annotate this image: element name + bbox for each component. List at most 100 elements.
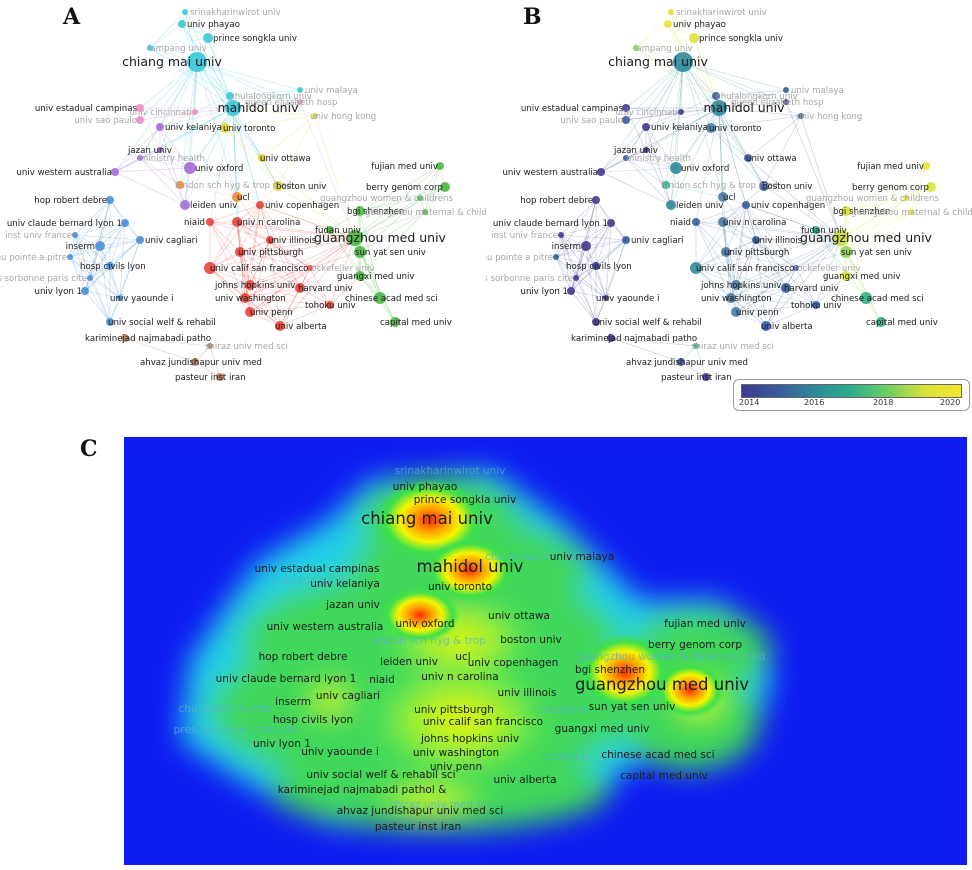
node-ucl[interactable] <box>718 192 728 202</box>
node-univ-pittsburgh[interactable] <box>721 247 731 257</box>
node-fujian-med-univ[interactable] <box>436 162 444 170</box>
node-univ-sao-paulo[interactable] <box>136 116 144 124</box>
node-shiraz-univ-med-sci[interactable] <box>693 343 699 349</box>
node-univ-phayao[interactable] <box>178 20 186 28</box>
node-prince-songkla-univ[interactable] <box>689 33 699 43</box>
node-univ-malaya[interactable] <box>297 87 303 93</box>
node-berry-genom-corp[interactable] <box>440 182 450 192</box>
node-univ-ottawa[interactable] <box>258 154 266 162</box>
node-univ-copenhagen[interactable] <box>256 201 264 209</box>
node-univ-sao-paulo[interactable] <box>622 116 630 124</box>
node-univ-illinois[interactable] <box>266 236 274 244</box>
node-univ-hong-kong[interactable] <box>798 113 804 119</box>
node-sun-yat-sen-univ[interactable] <box>354 246 366 258</box>
node-univ-calif-san-francisco[interactable] <box>204 262 216 274</box>
node-chulalongkorn-univ[interactable] <box>712 92 720 100</box>
node-univ-pittsburgh[interactable] <box>235 247 245 257</box>
node-boston-univ[interactable] <box>759 181 769 191</box>
node-univ-yaounde-i[interactable] <box>117 295 123 301</box>
node-srinakharinwirot-univ[interactable] <box>668 9 674 15</box>
node-univ-phayao[interactable] <box>664 20 672 28</box>
node-tohoku-univ[interactable] <box>812 301 820 309</box>
node-boston-univ[interactable] <box>273 181 283 191</box>
node-univ-alberta[interactable] <box>761 321 771 331</box>
node-univ-cagliari[interactable] <box>136 236 144 244</box>
node-univ-cagliari[interactable] <box>622 236 630 244</box>
node-ahvaz-jundishapur-univ-med[interactable] <box>677 358 685 366</box>
node-univ-oxford[interactable] <box>670 162 682 174</box>
node-rockefeller-univ[interactable] <box>793 265 799 271</box>
node-harvard-univ[interactable] <box>295 283 305 293</box>
node-univ-kelaniya[interactable] <box>642 123 650 131</box>
node-shiraz-univ-med-sci[interactable] <box>207 343 213 349</box>
node-univ-ottawa[interactable] <box>744 154 752 162</box>
node-chinese-acad-med-sci[interactable] <box>374 292 386 304</box>
node-tohoku-univ[interactable] <box>326 301 334 309</box>
node-univ-lyon-1[interactable] <box>567 287 575 295</box>
node-bgi-shenzhen[interactable] <box>841 206 851 216</box>
node-mahidol-univ[interactable] <box>711 100 727 116</box>
node-ucl[interactable] <box>232 192 242 202</box>
node-inserm[interactable] <box>95 241 105 251</box>
node-guangzhou-med-univ[interactable] <box>347 230 363 246</box>
node-pres-sorbonne-paris-cite[interactable] <box>573 275 579 281</box>
node-inst-univ-france[interactable] <box>558 232 564 238</box>
node-univ-lyon-1[interactable] <box>81 287 89 295</box>
node-univ-kelaniya[interactable] <box>156 123 164 131</box>
node-kariminejad-najmabadi-patho[interactable] <box>607 334 615 342</box>
node-univ-social-welf-rehabil[interactable] <box>592 318 600 326</box>
node-chiang-mai-univ[interactable] <box>187 52 207 72</box>
node-univ-copenhagen[interactable] <box>742 201 750 209</box>
node-fujian-med-univ[interactable] <box>922 162 930 170</box>
node-ministry-health[interactable] <box>623 155 629 161</box>
node-lampang-univ[interactable] <box>633 45 639 51</box>
node-univ-cincinnati[interactable] <box>678 109 684 115</box>
node-harvard-univ[interactable] <box>781 283 791 293</box>
node-jazan-univ[interactable] <box>643 147 649 153</box>
node-kariminejad-najmabadi-patho[interactable] <box>121 334 129 342</box>
node-univ-penn[interactable] <box>245 307 255 317</box>
node-niaid[interactable] <box>692 218 700 226</box>
node-pasteur-inst-iran[interactable] <box>216 373 224 381</box>
node-bgi-shenzhen[interactable] <box>355 206 365 216</box>
node-sun-yat-sen-univ[interactable] <box>840 246 852 258</box>
node-univ-washington[interactable] <box>726 293 736 303</box>
node-univ-n-carolina[interactable] <box>232 217 242 227</box>
node-mahidol-univ[interactable] <box>225 100 241 116</box>
node-guangzhou-maternal-child[interactable] <box>422 209 428 215</box>
node-univ-malaya[interactable] <box>783 87 789 93</box>
node-univ-toronto[interactable] <box>706 123 716 133</box>
node-univ-yaounde-i[interactable] <box>603 295 609 301</box>
node-inst-univ-france[interactable] <box>72 232 78 238</box>
node-ahvaz-jundishapur-univ-med[interactable] <box>191 358 199 366</box>
node-fudan-univ[interactable] <box>326 226 334 234</box>
node-ministry-health[interactable] <box>137 155 143 161</box>
node-prince-songkla-univ[interactable] <box>203 33 213 43</box>
node-johns-hopkins-univ[interactable] <box>245 280 255 290</box>
node-univ-washington[interactable] <box>240 293 250 303</box>
node-chu-pointe-a-pitre[interactable] <box>553 254 559 260</box>
node-guangzhou-women-childrens[interactable] <box>903 195 909 201</box>
node-guangzhou-maternal-child[interactable] <box>908 209 914 215</box>
node-lampang-univ[interactable] <box>147 45 153 51</box>
node-jazan-univ[interactable] <box>157 147 163 153</box>
node-univ-illinois[interactable] <box>752 236 760 244</box>
node-univ-claude-bernard-lyon-1[interactable] <box>607 219 615 227</box>
node-univ-oxford[interactable] <box>184 162 196 174</box>
node-chinese-acad-med-sci[interactable] <box>860 292 872 304</box>
node-srinakharinwirot-univ[interactable] <box>182 9 188 15</box>
node-capital-med-univ[interactable] <box>876 317 886 327</box>
node-queen-elizabeth-hosp[interactable] <box>297 99 303 105</box>
node-univ-n-carolina[interactable] <box>718 217 728 227</box>
node-univ-toronto[interactable] <box>220 123 230 133</box>
node-pres-sorbonne-paris-cite[interactable] <box>87 275 93 281</box>
node-hop-robert-debre[interactable] <box>106 196 114 204</box>
node-hosp-civils-lyon[interactable] <box>106 262 114 270</box>
node-univ-estadual-campinas[interactable] <box>622 104 630 112</box>
node-queen-elizabeth-hosp[interactable] <box>783 99 789 105</box>
node-univ-western-australia[interactable] <box>111 168 119 176</box>
node-hop-robert-debre[interactable] <box>592 196 600 204</box>
node-berry-genom-corp[interactable] <box>926 182 936 192</box>
node-london-sch-hyg-trop-med[interactable] <box>662 181 670 189</box>
node-univ-estadual-campinas[interactable] <box>136 104 144 112</box>
